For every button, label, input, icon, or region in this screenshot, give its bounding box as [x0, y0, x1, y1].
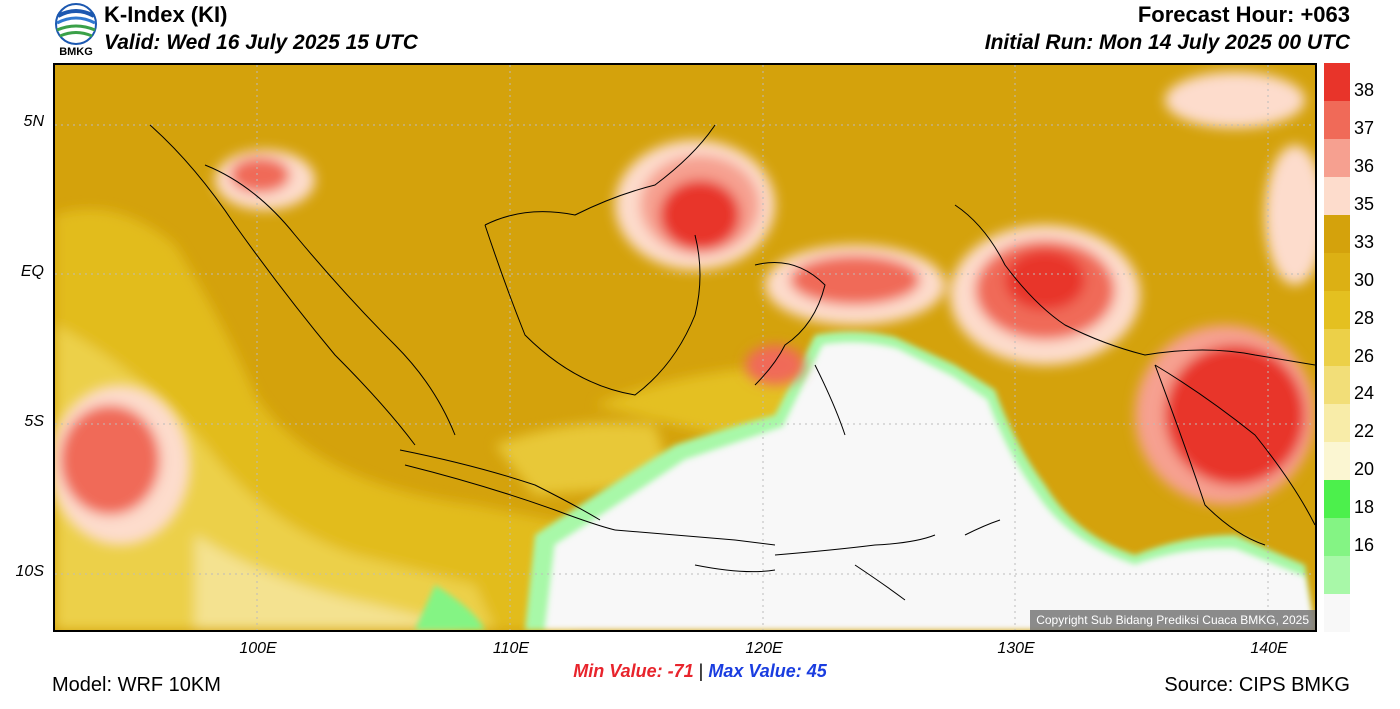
colorbar-tick-label: 36	[1354, 155, 1375, 176]
copyright-note: Copyright Sub Bidang Prediksi Cuaca BMKG…	[1030, 610, 1315, 630]
colorbar-tick-label: 26	[1354, 345, 1375, 366]
min-max-values: Min Value: -71 | Max Value: 45	[0, 661, 1400, 682]
logo-text: BMKG	[59, 46, 93, 58]
colorbar-tick-label: 28	[1354, 307, 1375, 328]
valid-time: Valid: Wed 16 July 2025 15 UTC	[104, 31, 418, 54]
colorbar-tick-label: 22	[1354, 421, 1375, 442]
colorbar-segment	[1324, 290, 1350, 330]
lon-label-130e: 130E	[997, 640, 1035, 657]
lat-label-5n: 5N	[23, 113, 44, 130]
lon-label-120e: 120E	[745, 640, 783, 657]
k-index-map: Copyright Sub Bidang Prediksi Cuaca BMKG…	[53, 63, 1317, 632]
initial-run: Initial Run: Mon 14 July 2025 00 UTC	[984, 31, 1350, 54]
colorbar-tick-label: 35	[1354, 193, 1375, 214]
colorbar-segment	[1324, 442, 1350, 481]
colorbar-segment	[1324, 328, 1350, 367]
min-value: Min Value: -71	[573, 661, 694, 681]
colorbar-segment	[1324, 100, 1350, 140]
map-canvas	[55, 65, 1315, 630]
colorbar-segment	[1324, 518, 1350, 557]
lat-label-eq: EQ	[20, 263, 44, 280]
colorbar-tick-label: 37	[1354, 117, 1375, 138]
colorbar-tick-label: 20	[1354, 459, 1375, 480]
colorbar-segment	[1324, 138, 1350, 178]
forecast-hour: Forecast Hour: +063	[1137, 2, 1350, 27]
colorbar	[1324, 63, 1350, 633]
max-value: Max Value: 45	[708, 661, 827, 681]
lon-label-140e: 140E	[1250, 640, 1288, 657]
lon-label-100e: 100E	[239, 640, 277, 657]
colorbar-tick-label: 16	[1354, 535, 1375, 556]
colorbar-segment	[1324, 252, 1350, 292]
colorbar-segment	[1324, 214, 1350, 254]
colorbar-tick-label: 38	[1354, 79, 1375, 100]
lon-label-110e: 110E	[492, 640, 530, 657]
lat-label-5s: 5S	[24, 413, 44, 430]
colorbar-segment	[1324, 404, 1350, 443]
colorbar-segment	[1324, 480, 1350, 519]
model-label: Model: WRF 10KM	[52, 674, 221, 696]
colorbar-segment	[1324, 176, 1350, 216]
colorbar-tick-label: 18	[1354, 497, 1375, 518]
colorbar-tick-label: 33	[1354, 231, 1375, 252]
min-max-separator: |	[698, 661, 704, 681]
lat-label-10s: 10S	[15, 563, 44, 580]
source-label: Source: CIPS BMKG	[1164, 674, 1350, 696]
colorbar-tick-label: 24	[1354, 383, 1375, 404]
colorbar-segment	[1324, 556, 1350, 595]
colorbar-segment	[1324, 366, 1350, 405]
bmkg-logo	[52, 2, 100, 60]
colorbar-segment	[1324, 594, 1350, 633]
colorbar-tick-label: 30	[1354, 269, 1375, 290]
chart-title: K-Index (KI)	[104, 2, 228, 27]
colorbar-segment	[1324, 63, 1350, 102]
